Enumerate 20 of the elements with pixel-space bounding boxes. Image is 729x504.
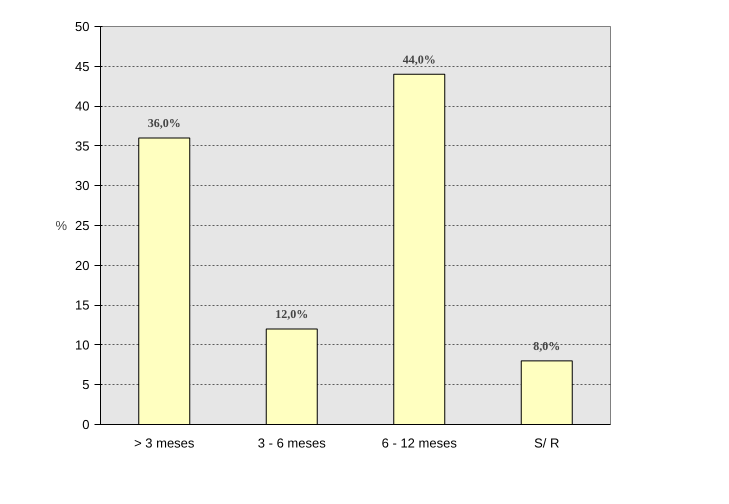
y-tick-label: 50 [75,19,90,34]
x-tick-label: 3 - 6 meses [258,436,326,450]
y-tick-label: 40 [75,98,90,114]
x-tick-label: S/ R [534,436,560,450]
y-tick-label: 20 [75,258,90,273]
data-label: 12,0% [275,306,308,321]
x-tick-label: > 3 meses [134,436,195,450]
y-tick-label: 30 [75,178,90,194]
y-tick-label: 35 [75,138,90,154]
y-tick-label: 25 [75,218,90,233]
x-tick-label: 6 - 12 meses [382,436,458,450]
y-tick-label: 15 [75,298,90,313]
y-tick-label: 0 [82,417,90,432]
y-tick-label: 5 [82,377,90,392]
y-axis-title: % [55,218,68,233]
data-label: 44,0% [402,52,436,66]
data-label: 36,0% [148,116,181,130]
y-tick-label: 10 [75,337,90,352]
y-tick-label: 45 [75,58,90,74]
data-label: 8,0% [533,338,560,353]
